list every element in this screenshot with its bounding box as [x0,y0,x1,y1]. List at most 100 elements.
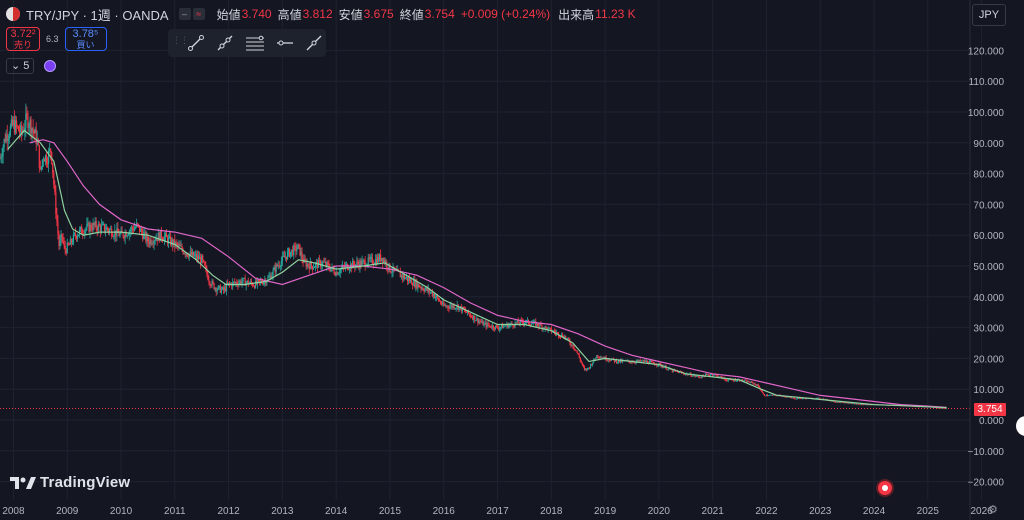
y-tick-label: 110.000 [969,77,1005,88]
candle-body [242,278,244,282]
candle-body [127,235,129,236]
candle-body [299,244,301,256]
candle-body [585,369,588,370]
buy-button[interactable]: 3.78⁵ 買い [64,27,107,51]
extended-line-icon[interactable] [302,32,326,54]
candle-body [936,407,938,409]
y-tick-label: 80.000 [973,170,1004,181]
candle-body [327,262,329,265]
candle-body [868,404,870,406]
candle-body [497,328,500,330]
candle-body [458,306,460,310]
candle-body [423,290,425,292]
price-axis[interactable]: 120.000 110.000 100.000 90.000 80.000 70.000 6… [968,46,1005,488]
candle-body [728,378,730,380]
indicators-toggle[interactable]: ⌄ 5 [6,58,35,74]
candle-body [943,408,945,409]
trend-line-icon[interactable] [184,32,208,54]
candle-body [86,223,88,229]
candle-body [64,245,66,251]
candle-body [388,263,390,270]
close-label: 終値 [399,7,424,22]
candle-body [178,244,180,246]
candle-body [698,376,700,378]
candle-body [48,150,50,164]
candle-body [854,403,857,405]
candle-body [119,233,121,237]
candle-body [26,113,28,114]
candle-body [475,320,477,321]
candle-body [591,364,593,366]
candle-body [536,322,538,327]
candle-body [852,403,854,405]
candle-body [719,376,721,378]
drag-handle-icon[interactable]: ⋮⋮ [172,35,189,45]
candle-body [19,131,21,133]
candle-body [92,223,94,231]
candle-body [850,403,852,404]
candle-body [416,280,418,289]
candle-body [113,236,115,237]
candle-body [25,113,27,128]
candle-body [97,224,99,231]
ray-icon[interactable] [214,32,238,54]
candle-body [201,255,203,264]
wave-icon[interactable]: ≈ [192,8,205,20]
indicator-badge-icon[interactable] [44,60,57,72]
x-tick-label: 2020 [648,506,671,517]
candle-body [462,306,464,310]
candle-body [230,283,232,285]
candle-body [866,404,868,406]
candle-body [684,373,686,375]
live-indicator-icon[interactable] [878,481,892,495]
candle-body [644,360,647,362]
candle-body [339,269,341,274]
candle-body [857,404,860,405]
candle-body [57,221,59,234]
fib-icon[interactable] [243,32,267,54]
candle-body [273,267,275,271]
collapse-icon[interactable]: – [178,8,191,20]
candle-body [322,261,324,266]
candle-body [277,265,279,267]
candle-body [465,311,468,313]
candle-body [530,324,532,326]
candle-body [21,125,23,134]
candle-body [28,126,30,128]
x-tick-label: 2014 [325,506,348,517]
candle-body [62,236,64,242]
settings-icon[interactable]: ⚙ [988,504,998,516]
candle-body [110,228,112,230]
candle-body [217,285,219,290]
candle-body [167,237,170,244]
candle-body [66,242,68,254]
candle-body [216,289,218,292]
candle-body [308,265,310,270]
sell-button[interactable]: 3.72² 売り [6,27,40,51]
currency-selector[interactable]: JPY [972,4,1006,26]
candle-body [140,228,142,232]
moving-average-fast-line [7,129,947,409]
tradingview-logo[interactable]: TradingView [10,474,130,491]
candle-body [29,119,31,127]
time-axis[interactable]: 2008 2009 2010 2011 2012 2013 2014 2015 2016 2017… [2,506,1024,517]
candle-body [35,129,37,145]
candle-body [862,404,864,405]
candle-body [481,320,483,323]
symbol-title[interactable]: TRY/JPY · 1週 · OANDA [26,7,169,23]
y-tick-label: 50.000 [973,262,1004,273]
candle-body [832,401,834,402]
candle-body [442,301,444,305]
y-tick-label: 40.000 [973,293,1004,304]
candle-body [73,233,76,235]
candle-body [108,229,110,232]
hline-icon[interactable] [273,32,297,54]
scroll-handle[interactable] [1016,416,1024,436]
candle-body [145,232,147,242]
candle-body [617,360,620,363]
candle-body [696,375,698,377]
candle-body [115,230,117,237]
candle-body [744,380,746,381]
candle-body [224,287,227,292]
